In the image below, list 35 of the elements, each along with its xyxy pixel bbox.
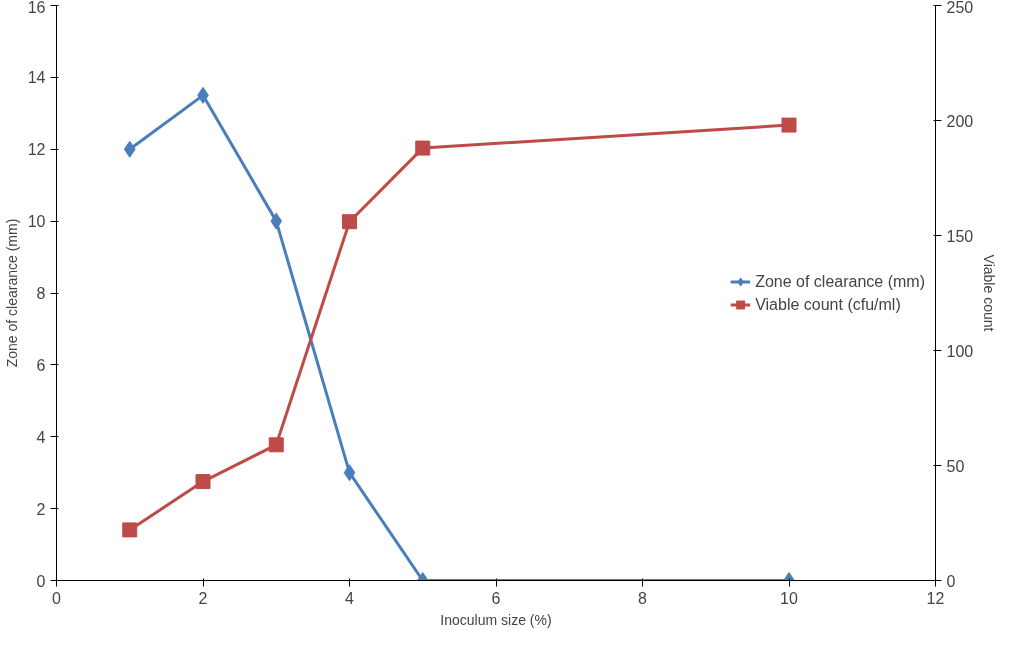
y-tick-label: 14 xyxy=(27,69,46,87)
x-tick-label: 10 xyxy=(780,589,798,607)
x-tick-label: 12 xyxy=(926,589,945,607)
point xyxy=(195,474,211,490)
x-axis-title: Inoculum size (%) xyxy=(440,611,552,628)
point xyxy=(342,214,357,230)
x-tick-label: 8 xyxy=(638,589,648,607)
y-tick-label: 10 xyxy=(27,213,46,231)
y-tick-label: 6 xyxy=(36,356,46,374)
y2-tick-label: 100 xyxy=(946,342,974,360)
point xyxy=(122,522,138,538)
y2-tick-label: 0 xyxy=(946,572,956,590)
y-axis-title: Zone of clearance (mm) xyxy=(3,218,20,368)
y2-tick-label: 50 xyxy=(946,457,965,475)
point xyxy=(415,140,431,156)
x-tick-label: 4 xyxy=(345,589,355,607)
y2-tick-label: 250 xyxy=(946,0,974,16)
y-tick-label: 4 xyxy=(36,428,46,446)
y2-tick-label: 150 xyxy=(946,227,974,245)
y2-axis-title: Viable count xyxy=(981,254,998,332)
y-tick-label: 16 xyxy=(27,0,46,16)
y-tick-label: 2 xyxy=(36,500,46,518)
y-tick-label: 0 xyxy=(36,572,46,590)
legend-label: Zone of clearance (mm) xyxy=(755,272,925,290)
point xyxy=(123,140,136,158)
point xyxy=(270,212,283,230)
point xyxy=(781,117,797,133)
y-tick-label: 12 xyxy=(27,141,46,159)
y-tick-label: 8 xyxy=(36,285,46,302)
legend-label: Viable count (cfu/ml) xyxy=(755,295,901,313)
x-tick-label: 6 xyxy=(491,589,501,607)
x-tick-label: 0 xyxy=(52,589,62,607)
y2-tick-label: 200 xyxy=(946,112,974,130)
x-tick-label: 2 xyxy=(198,589,208,607)
point xyxy=(268,437,284,453)
